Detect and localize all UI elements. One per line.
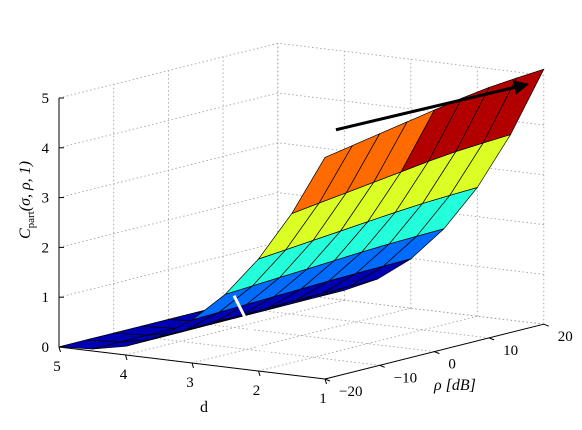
- d-tick-label: 3: [186, 375, 194, 391]
- d-gridline-floor: [258, 315, 478, 372]
- x-axis-label: d: [200, 399, 208, 416]
- rho-gridline-floor: [113, 332, 380, 366]
- rho-tick-mark: [379, 364, 385, 368]
- y-axis-label: ρ [dB]: [433, 377, 476, 394]
- rho-tick-mark: [324, 378, 331, 382]
- rho-gridline-floor: [223, 305, 490, 339]
- z-tick-label: 0: [42, 340, 50, 356]
- black-arrow: [335, 80, 529, 132]
- rho-tick-label: 20: [558, 329, 573, 345]
- d-tick-mark: [324, 378, 327, 385]
- z-tick-label: 5: [42, 91, 50, 107]
- d-gridline-floor: [191, 307, 411, 364]
- d-tick-label: 1: [319, 391, 327, 407]
- rho-gridline-floor: [168, 319, 435, 352]
- d-tick-mark: [258, 370, 261, 377]
- rho-tick-label: −20: [339, 384, 362, 400]
- z-tick-label: 3: [42, 191, 50, 207]
- z-gridline: [58, 241, 544, 298]
- rho-tick-label: 0: [448, 357, 456, 373]
- rho-gridline-floor: [277, 291, 544, 325]
- white-arrow: [232, 295, 271, 368]
- d-tick-label: 4: [120, 367, 128, 383]
- d-tick-mark: [58, 346, 61, 353]
- rho-tick-mark: [543, 323, 549, 327]
- d-tick-mark: [191, 362, 194, 369]
- surface-layer: [58, 68, 545, 350]
- rho-tick-label: −10: [394, 370, 417, 386]
- d-tick-label: 2: [253, 383, 261, 399]
- annotation-layer: [232, 80, 529, 368]
- z-tick-label: 2: [42, 240, 50, 256]
- rho-tick-mark: [488, 337, 495, 341]
- d-tick-label: 5: [53, 359, 61, 375]
- z-axis-label: Cpart(σ, ρ, 1): [17, 161, 37, 239]
- z-tick-label: 1: [42, 290, 50, 306]
- z-gridline: [58, 42, 544, 99]
- d-tick-mark: [125, 354, 128, 361]
- z-tick-label: 4: [42, 141, 50, 157]
- tick-layer: 0 1 2 3 4 5 1 2 3 4 5 −20 −10 0 10 20: [42, 91, 573, 407]
- rho-tick-mark: [434, 351, 440, 355]
- d-gridline-floor: [125, 299, 345, 356]
- rho-tick-label: 10: [503, 343, 518, 359]
